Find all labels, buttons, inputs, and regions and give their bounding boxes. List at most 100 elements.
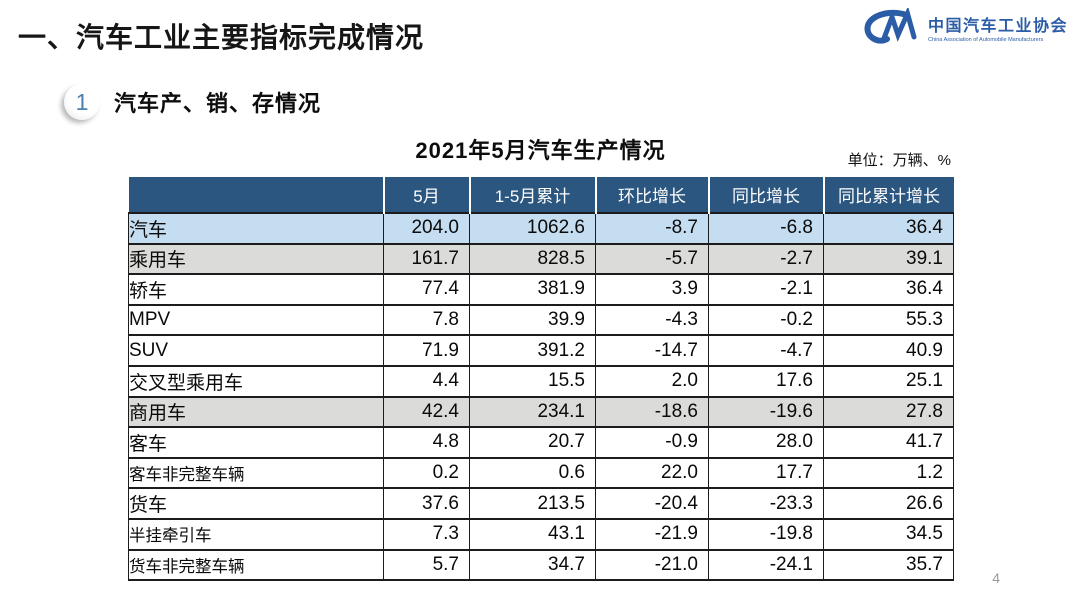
row-label: 客车非完整车辆 xyxy=(128,456,384,490)
cell-value: 25.1 xyxy=(823,364,954,398)
production-table: 5月 1-5月累计 环比增长 同比增长 同比累计增长 汽车 204.0 1062.6 -8.7… xyxy=(128,177,954,582)
cell-value: 41.7 xyxy=(823,426,954,459)
row-label: 半挂牵引车 xyxy=(128,517,384,551)
row-label: 货车 xyxy=(128,487,384,520)
cell-value: -19.6 xyxy=(708,395,824,429)
cell-value: 15.5 xyxy=(469,364,596,398)
cell-value: -24.1 xyxy=(708,548,824,582)
cell-value: 381.9 xyxy=(469,273,596,306)
cell-value: 39.9 xyxy=(469,303,596,337)
cell-value: 828.5 xyxy=(469,242,596,276)
row-label-column-header xyxy=(128,177,384,213)
cell-value: 1.2 xyxy=(823,456,954,490)
cell-value: 39.1 xyxy=(823,242,954,276)
cell-value: 43.1 xyxy=(469,517,596,551)
cell-value: 28.0 xyxy=(708,426,824,459)
cell-value: 1062.6 xyxy=(469,212,596,245)
cell-value: 34.7 xyxy=(469,548,596,582)
table-row: 半挂牵引车 7.3 43.1 -21.9 -19.8 34.5 xyxy=(128,517,954,551)
cell-value: 391.2 xyxy=(469,334,596,367)
row-label: SUV xyxy=(128,334,384,367)
row-label: 轿车 xyxy=(128,273,384,306)
cell-value: -0.9 xyxy=(595,426,709,459)
cell-value: -14.7 xyxy=(595,334,709,367)
cell-value: 213.5 xyxy=(469,487,596,520)
row-label: 汽车 xyxy=(128,212,384,245)
cell-value: 37.6 xyxy=(383,487,470,520)
cell-value: 22.0 xyxy=(595,456,709,490)
table-row: 货车非完整车辆 5.7 34.7 -21.0 -24.1 35.7 xyxy=(128,548,954,582)
cell-value: 17.6 xyxy=(708,364,824,398)
column-header: 5月 xyxy=(382,177,470,213)
cell-value: 3.9 xyxy=(595,273,709,306)
section-number-badge: 1 xyxy=(64,84,100,120)
cell-value: 7.3 xyxy=(383,517,470,551)
cell-value: -6.8 xyxy=(708,212,824,245)
column-header: 同比增长 xyxy=(707,177,824,213)
cell-value: 42.4 xyxy=(383,395,470,429)
row-label: 商用车 xyxy=(128,395,384,429)
cell-value: 55.3 xyxy=(823,303,954,337)
cell-value: -21.0 xyxy=(595,548,709,582)
table-row: 轿车 77.4 381.9 3.9 -2.1 36.4 xyxy=(128,273,954,306)
table-row: 货车 37.6 213.5 -20.4 -23.3 26.6 xyxy=(128,487,954,520)
cell-value: 36.4 xyxy=(823,212,954,245)
cell-value: 4.4 xyxy=(383,364,470,398)
cell-value: 26.6 xyxy=(823,487,954,520)
caam-logo-text: 中国汽车工业协会 China Association of Automobile… xyxy=(928,18,1068,43)
cell-value: 234.1 xyxy=(469,395,596,429)
row-label: 乘用车 xyxy=(128,242,384,276)
cell-value: 40.9 xyxy=(823,334,954,367)
column-header: 1-5月累计 xyxy=(468,177,596,213)
cell-value: 36.4 xyxy=(823,273,954,306)
cell-value: -20.4 xyxy=(595,487,709,520)
row-label: MPV xyxy=(128,303,384,337)
table-row: SUV 71.9 391.2 -14.7 -4.7 40.9 xyxy=(128,334,954,367)
section-title: 汽车产、销、存情况 xyxy=(114,91,322,116)
cell-value: 71.9 xyxy=(383,334,470,367)
cell-value: -18.6 xyxy=(595,395,709,429)
cell-value: 17.7 xyxy=(708,456,824,490)
row-label: 货车非完整车辆 xyxy=(128,548,384,582)
cell-value: 27.8 xyxy=(823,395,954,429)
cell-value: -2.1 xyxy=(708,273,824,306)
cell-value: -4.3 xyxy=(595,303,709,337)
cell-value: -5.7 xyxy=(595,242,709,276)
cell-value: 204.0 xyxy=(383,212,470,245)
table-row: 客车 4.8 20.7 -0.9 28.0 41.7 xyxy=(128,426,954,459)
table-row: 客车非完整车辆 0.2 0.6 22.0 17.7 1.2 xyxy=(128,456,954,490)
table-header-row: 5月 1-5月累计 环比增长 同比增长 同比累计增长 xyxy=(128,177,954,213)
column-header: 环比增长 xyxy=(594,177,709,213)
logo-name-en: China Association of Automobile Manufact… xyxy=(927,36,1044,43)
cell-value: 0.6 xyxy=(469,456,596,490)
cell-value: -8.7 xyxy=(595,212,709,245)
cell-value: 34.5 xyxy=(823,517,954,551)
cell-value: 20.7 xyxy=(469,426,596,459)
row-label: 客车 xyxy=(128,426,384,459)
cell-value: -23.3 xyxy=(708,487,824,520)
cell-value: 77.4 xyxy=(383,273,470,306)
cell-value: 35.7 xyxy=(823,548,954,582)
row-label: 交叉型乘用车 xyxy=(128,364,384,398)
page-title: 一、汽车工业主要指标完成情况 xyxy=(18,22,425,53)
table-row: 商用车 42.4 234.1 -18.6 -19.6 27.8 xyxy=(128,395,954,429)
table-row: MPV 7.8 39.9 -4.3 -0.2 55.3 xyxy=(128,303,954,337)
cell-value: 161.7 xyxy=(383,242,470,276)
table-row: 汽车 204.0 1062.6 -8.7 -6.8 36.4 xyxy=(128,212,954,245)
unit-label: 单位：万辆、% xyxy=(847,152,951,169)
cell-value: 5.7 xyxy=(383,548,470,582)
cell-value: -21.9 xyxy=(595,517,709,551)
cell-value: 7.8 xyxy=(383,303,470,337)
cell-value: -4.7 xyxy=(708,334,824,367)
table-row: 乘用车 161.7 828.5 -5.7 -2.7 39.1 xyxy=(128,242,954,276)
page-number: 4 xyxy=(992,570,1000,586)
cell-value: -19.8 xyxy=(708,517,824,551)
caam-logo: 中国汽车工业协会 China Association of Automobile… xyxy=(863,6,1068,53)
table-row: 交叉型乘用车 4.4 15.5 2.0 17.6 25.1 xyxy=(128,364,954,398)
cell-value: 2.0 xyxy=(595,364,709,398)
section-heading: 1 汽车产、销、存情况 xyxy=(64,84,321,120)
cell-value: 4.8 xyxy=(383,426,470,459)
column-header: 同比累计增长 xyxy=(822,177,954,213)
cell-value: -0.2 xyxy=(708,303,824,337)
